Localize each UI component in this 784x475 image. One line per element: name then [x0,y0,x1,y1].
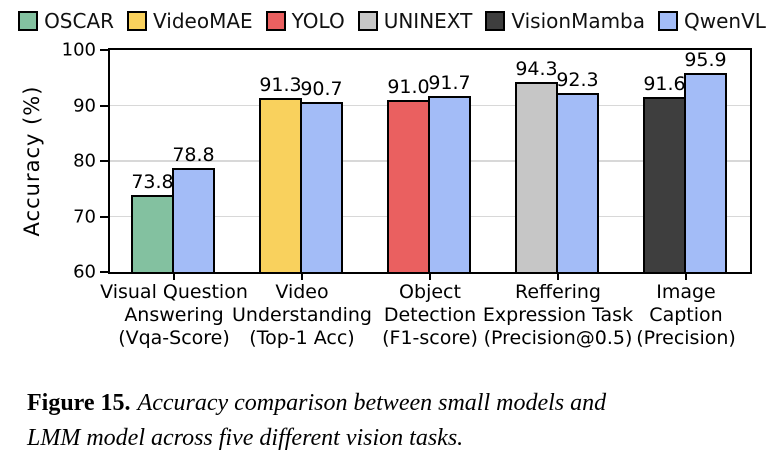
figure-number: Figure 15. [27,390,131,416]
bar-value-label: 91.6 [643,72,686,95]
bar-value-label: 91.7 [428,72,471,95]
figure-caption: Figure 15. Accuracy comparison between sm… [27,386,772,456]
y-tick-label: 60 [73,261,96,283]
x-tick-mark [557,274,559,280]
legend-item-uninext: UNINEXT [357,9,473,33]
caption-line-1: Figure 15. Accuracy comparison between sm… [27,386,772,421]
bar-value-label: 90.7 [300,77,343,100]
bar-qwenvl [556,92,599,272]
bar-qwenvl [684,72,727,272]
y-tick-label: 100 [61,39,96,61]
bar-value-label: 92.3 [556,68,599,91]
y-tick-label: 90 [73,95,96,116]
bar-value-label: 91.0 [387,75,430,98]
x-tick-mark [429,274,431,280]
x-tick-mark [173,274,175,280]
bar-qwenvl [428,96,471,272]
legend-swatch [485,11,506,31]
x-category-label: Object Detection (F1-score) [382,281,478,350]
y-tick-mark [100,215,108,218]
bar-value-label: 91.3 [259,74,302,97]
legend-swatch [658,11,679,31]
bar-value-label: 94.3 [515,57,558,80]
legend-label: QwenVL [684,9,766,33]
legend-item-videomae: VideoMAE [127,9,253,33]
legend-label: UNINEXT [383,9,473,33]
legend-item-qwenvl: QwenVL [658,9,766,33]
x-tick-mark [685,274,687,280]
y-tick-mark [100,271,108,273]
chart-legend: OSCAR VideoMAE YOLO UNINEXT VisionMamba QwenV… [0,9,784,33]
x-category-label: Video Understanding (Top-1 Acc) [232,281,372,350]
bar-oscar [131,195,174,272]
y-tick-label: 80 [73,150,96,172]
bar-qwenvl [172,167,215,272]
bar-yolo [387,99,430,272]
legend-item-oscar: OSCAR [18,9,114,33]
plot-area: 73.8 78.8 91.3 90.7 91.0 91.7 94.3 92.3 91.6 95.9 [108,48,752,274]
y-tick-label: 70 [73,206,96,227]
x-category-label: Image Caption (Precision) [636,281,736,350]
legend-swatch [265,11,286,31]
y-tick-mark [100,49,108,51]
caption-line-2: LMM model across five different vision t… [27,424,464,451]
bar-value-label: 95.9 [684,48,727,71]
legend-item-yolo: YOLO [265,9,345,33]
x-tick-mark [301,274,303,280]
legend-item-visionmamba: VisionMamba [485,9,645,33]
y-tick-mark [100,104,108,107]
x-category-label: Visual Question Answering (Vqa-Score) [100,281,248,350]
legend-label: VisionMamba [511,9,646,33]
legend-swatch [127,11,148,31]
bar-value-label: 78.8 [172,143,215,166]
legend-swatch [357,11,378,31]
legend-label: OSCAR [44,9,115,33]
bar-visionmamba [643,96,686,272]
legend-label: YOLO [291,9,345,33]
caption-text-1: Accuracy comparison between small models… [137,390,607,416]
y-tick-mark [100,160,108,162]
bar-qwenvl [300,101,343,272]
legend-label: VideoMAE [153,9,253,33]
legend-swatch [18,11,39,31]
bar-value-label: 73.8 [131,171,174,194]
x-category-label: Reffering Expression Task (Precision@0.5… [482,281,634,350]
bar-uninext [515,81,558,272]
bar-videomae [259,98,302,272]
